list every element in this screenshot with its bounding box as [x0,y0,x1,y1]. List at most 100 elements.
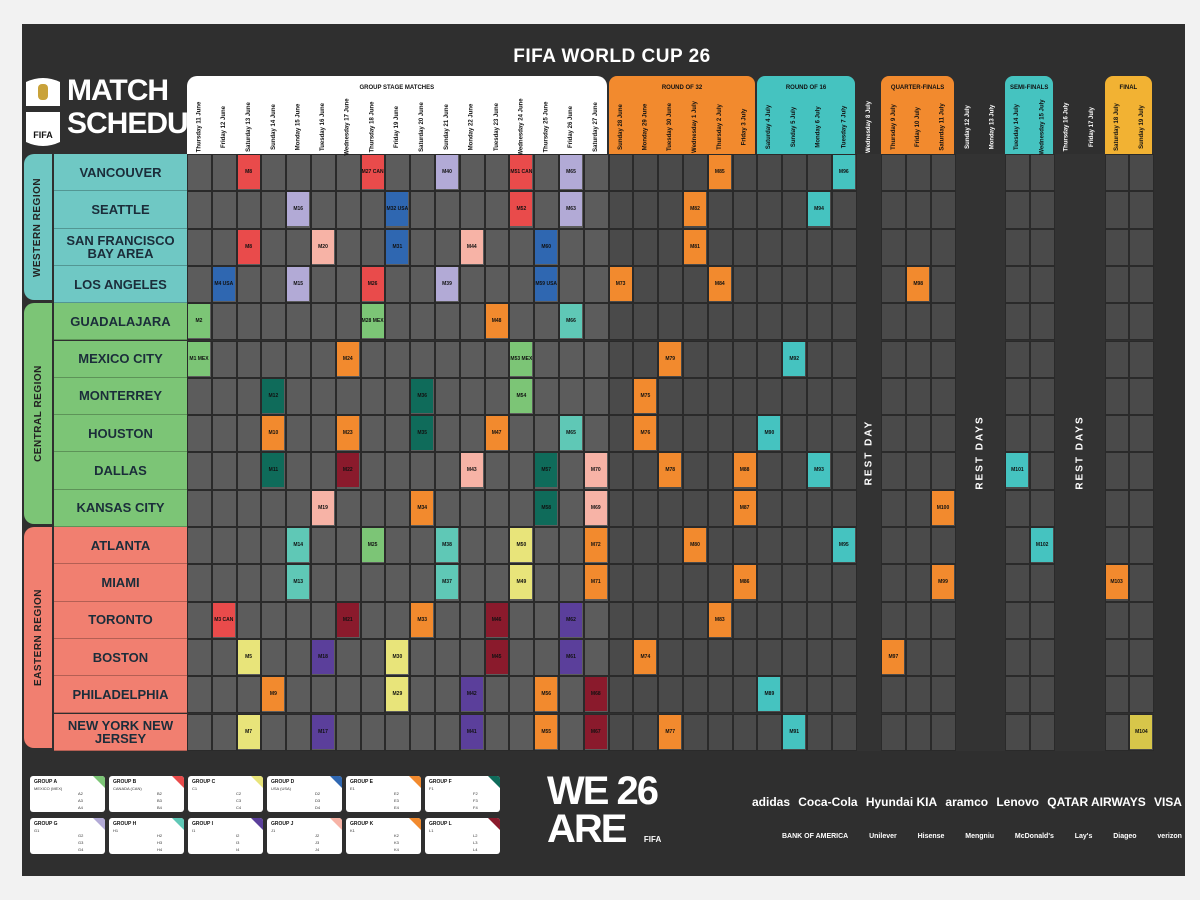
match-cell[interactable]: M9 [262,677,285,712]
match-cell[interactable]: M16 [287,192,310,227]
match-cell[interactable]: M95 [832,528,855,562]
match-cell[interactable]: M26 [361,266,384,301]
match-cell[interactable]: M17 [312,714,334,749]
match-cell[interactable]: M77 [659,714,682,749]
match-cell[interactable]: M38 [436,528,458,562]
match-cell[interactable]: M85 [708,155,731,189]
match-cell[interactable]: M25 [361,528,384,562]
match-cell[interactable]: M50 [510,528,533,562]
match-cell[interactable]: M35 [411,416,434,451]
match-cell[interactable]: M74 [634,639,657,674]
match-cell[interactable]: M15 [287,266,310,301]
match-cell[interactable]: M53 MEX [510,341,533,376]
match-cell[interactable]: M76 [634,416,657,451]
match-cell[interactable]: M39 [436,266,458,301]
match-cell[interactable]: M88 [733,453,756,488]
match-cell[interactable]: M32 USA [386,192,409,227]
match-cell[interactable]: M104 [1130,714,1153,749]
match-cell[interactable]: M79 [659,341,682,376]
match-cell[interactable]: M54 [510,378,533,413]
match-cell[interactable]: M89 [758,677,781,712]
match-cell[interactable]: M69 [584,490,607,525]
match-cell[interactable]: M36 [411,378,434,413]
match-cell[interactable]: M7 [237,714,260,749]
match-cell[interactable]: M56 [535,677,558,712]
match-cell[interactable]: M5 [237,639,260,674]
match-cell[interactable]: M23 [336,416,359,451]
match-cell[interactable]: M99 [932,565,954,600]
match-cell[interactable]: M90 [758,416,781,451]
match-cell[interactable]: M2 [188,304,210,339]
match-cell[interactable]: M84 [708,266,731,301]
match-cell[interactable]: M14 [287,528,310,562]
match-cell[interactable]: M81 [684,229,706,264]
match-cell[interactable]: M18 [312,639,334,674]
match-cell[interactable]: M22 [336,453,359,488]
match-cell[interactable]: M83 [708,602,731,637]
match-cell[interactable]: M42 [460,677,483,712]
match-cell[interactable]: M87 [733,490,756,525]
match-cell[interactable]: M59 USA [535,266,558,301]
match-cell[interactable]: M61 [560,639,582,674]
match-cell[interactable]: M31 [386,229,409,264]
match-cell[interactable]: M3 CAN [212,602,235,637]
match-cell[interactable]: M49 [510,565,533,600]
match-cell[interactable]: M66 [560,304,582,339]
match-cell[interactable]: M97 [882,639,905,674]
match-cell[interactable]: M94 [808,192,830,227]
match-cell[interactable]: M51 CAN [510,155,533,189]
match-cell[interactable]: M33 [411,602,434,637]
match-cell[interactable]: M4 USA [212,266,235,301]
match-cell[interactable]: M72 [584,528,607,562]
match-cell[interactable]: M58 [535,490,558,525]
match-cell[interactable]: M45 [485,639,508,674]
match-cell[interactable]: M10 [262,416,285,451]
match-cell[interactable]: M92 [783,341,806,376]
match-cell[interactable]: M8 [237,155,260,189]
match-cell[interactable]: M93 [808,453,830,488]
match-cell[interactable]: M29 [386,677,409,712]
match-cell[interactable]: M19 [312,490,334,525]
match-cell[interactable]: M73 [609,266,632,301]
match-cell[interactable]: M78 [659,453,682,488]
match-cell[interactable]: M65 [560,416,582,451]
match-cell[interactable]: M57 [535,453,558,488]
match-cell[interactable]: M71 [584,565,607,600]
match-cell[interactable]: M28 MEX [361,304,384,339]
match-cell[interactable]: M80 [684,528,706,562]
match-cell[interactable]: M37 [436,565,458,600]
match-cell[interactable]: M91 [783,714,806,749]
match-cell[interactable]: M12 [262,378,285,413]
match-cell[interactable]: M102 [1031,528,1054,562]
match-cell[interactable]: M1 MEX [188,341,210,376]
match-cell[interactable]: M21 [336,602,359,637]
match-cell[interactable]: M70 [584,453,607,488]
match-cell[interactable]: M46 [485,602,508,637]
match-cell[interactable]: M43 [460,453,483,488]
match-cell[interactable]: M34 [411,490,434,525]
match-cell[interactable]: M67 [584,714,607,749]
match-cell[interactable]: M96 [832,155,855,189]
match-cell[interactable]: M63 [560,192,582,227]
match-cell[interactable]: M62 [560,602,582,637]
match-cell[interactable]: M44 [460,229,483,264]
match-cell[interactable]: M86 [733,565,756,600]
match-cell[interactable]: M20 [312,229,334,264]
match-cell[interactable]: M48 [485,304,508,339]
match-cell[interactable]: M41 [460,714,483,749]
match-cell[interactable]: M13 [287,565,310,600]
match-cell[interactable]: M65 [560,155,582,189]
match-cell[interactable]: M11 [262,453,285,488]
match-cell[interactable]: M101 [1006,453,1029,488]
match-cell[interactable]: M60 [535,229,558,264]
match-cell[interactable]: M55 [535,714,558,749]
match-cell[interactable]: M40 [436,155,458,189]
match-cell[interactable]: M30 [386,639,409,674]
match-cell[interactable]: M27 CAN [361,155,384,189]
match-cell[interactable]: M47 [485,416,508,451]
match-cell[interactable]: M75 [634,378,657,413]
match-cell[interactable]: M103 [1105,565,1128,600]
match-cell[interactable]: M82 [684,192,706,227]
match-cell[interactable]: M8 [237,229,260,264]
match-cell[interactable]: M52 [510,192,533,227]
